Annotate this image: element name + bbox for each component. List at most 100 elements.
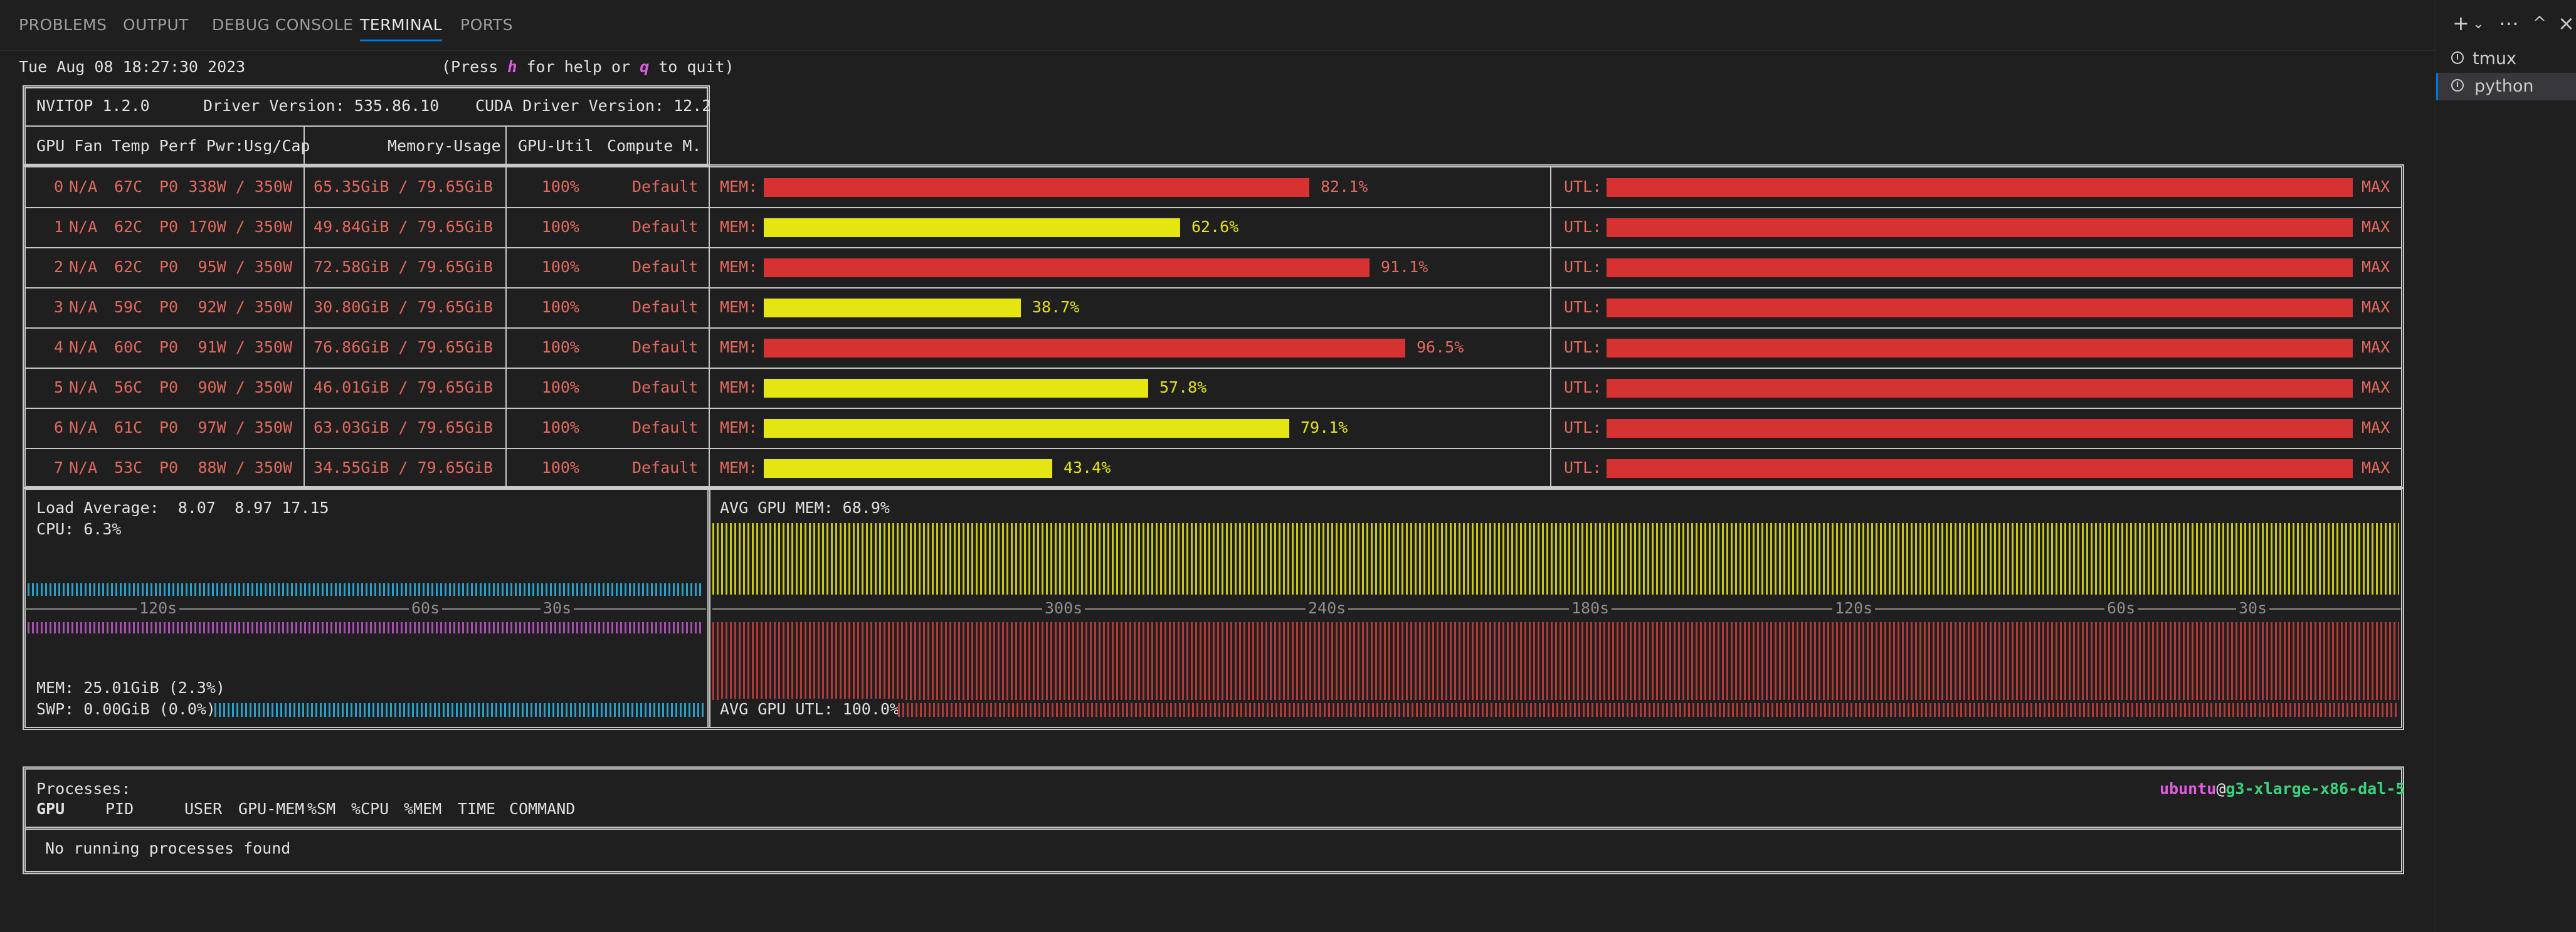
no-processes: No running processes found — [45, 839, 291, 857]
time-tick: 180s — [1569, 599, 1612, 618]
cpu-percent: CPU: 6.3% — [36, 520, 122, 538]
gpu-utl-history-graph — [712, 622, 2399, 700]
time-tick: 120s — [1832, 599, 1876, 618]
gpu-util-bar — [1607, 218, 2353, 237]
gpu-mem-bar — [764, 339, 1405, 357]
gpu-power: 95W / 350W — [198, 258, 292, 276]
processes-title: Processes: — [36, 780, 131, 798]
proc-col-mem: %MEM — [404, 800, 442, 818]
gpu-temp: 59C — [114, 298, 143, 316]
gpu-fan: N/A — [69, 378, 98, 396]
gpu-util-bar — [1607, 379, 2353, 398]
gpu-perf: P0 — [159, 258, 179, 276]
tab-problems[interactable]: PROBLEMS — [19, 16, 107, 34]
terminal-name: python — [2474, 77, 2534, 96]
proc-col-time: TIME — [458, 800, 496, 818]
proc-col-gpu-mem: GPU-MEM — [238, 800, 305, 818]
gpu-compute-mode: Default — [632, 338, 699, 356]
gpu-util-bar — [1607, 339, 2353, 357]
gpu-memory: 63.03GiB / 79.65GiB — [314, 418, 493, 437]
mem-history-graph — [28, 622, 704, 633]
gpu-id: 6 — [54, 418, 64, 437]
terminal-item-tmux[interactable]: tmux — [2436, 45, 2576, 73]
tab-terminal[interactable]: TERMINAL — [360, 0, 443, 50]
gpu-util-max: MAX — [2362, 298, 2390, 316]
tab-debug-console[interactable]: DEBUG CONSOLE — [212, 16, 354, 34]
gpu-util-bar — [1607, 178, 2353, 197]
gpu-util-max: MAX — [2362, 418, 2390, 437]
mem-label: MEM: — [720, 177, 758, 196]
gpu-temp: 67C — [114, 177, 143, 196]
maximize-icon[interactable]: ^ — [2533, 14, 2547, 33]
gpu-mem-percent: 79.1% — [1301, 418, 1348, 437]
utl-label: UTL: — [1564, 177, 1602, 196]
gpu-util-bar — [1607, 258, 2353, 277]
gpu-util-bar — [1607, 419, 2353, 438]
terminal-list-panel: + ⌄ ⋯ ^ × tmux python — [2436, 0, 2576, 932]
gpu-memory: 46.01GiB / 79.65GiB — [314, 378, 493, 396]
gpu-id: 0 — [54, 177, 64, 196]
gpu-mem-percent: 91.1% — [1381, 258, 1428, 276]
utl-label: UTL: — [1564, 458, 1602, 477]
gpu-memory: 76.86GiB / 79.65GiB — [314, 338, 493, 356]
divider — [24, 125, 708, 127]
gpu-fan: N/A — [69, 298, 98, 316]
mem-label: MEM: — [720, 258, 758, 276]
time-tick: 120s — [137, 599, 180, 618]
gpu-mem-bar — [764, 218, 1180, 237]
gpu-memory: 65.35GiB / 79.65GiB — [314, 177, 493, 196]
gpu-perf: P0 — [159, 298, 179, 316]
gpu-mem-bar — [764, 178, 1309, 197]
mem-label: MEM: — [720, 458, 758, 477]
time-tick: 60s — [409, 599, 443, 618]
username: ubuntu — [2160, 780, 2217, 798]
time-tick: 240s — [1306, 599, 1349, 618]
gpu-temp: 60C — [114, 338, 143, 356]
mem-label: MEM: — [720, 378, 758, 396]
gpu-mem-bar — [764, 299, 1021, 317]
user-host: ubuntu@g3-xlarge-x86-dal-5 — [2160, 780, 2405, 798]
more-icon[interactable]: ⋯ — [2499, 11, 2519, 35]
gpu-mem-percent: 57.8% — [1159, 378, 1207, 396]
plus-icon[interactable]: + — [2452, 11, 2469, 35]
gpu-id: 7 — [54, 458, 64, 477]
row-divider — [25, 287, 2402, 289]
gpu-compute-mode: Default — [632, 258, 699, 276]
gpu-compute-mode: Default — [632, 298, 699, 316]
help-hint: (Press h for help or q to quit) — [441, 58, 734, 76]
gpu-mem-history-graph — [712, 523, 2399, 595]
terminal-icon — [2451, 79, 2464, 92]
gpu-mem-percent: 38.7% — [1032, 298, 1080, 316]
divider — [304, 126, 305, 165]
gpu-power: 92W / 350W — [198, 298, 292, 316]
gpu-compute-mode: Default — [632, 177, 699, 196]
gpu-fan: N/A — [69, 458, 98, 477]
gpu-mem-percent: 82.1% — [1321, 177, 1368, 196]
host-swap: SWP: 0.00GiB (0.0%) — [36, 700, 216, 718]
quit-key: q — [640, 58, 650, 76]
gpu-compute-mode: Default — [632, 458, 699, 477]
terminal-icon — [2451, 51, 2464, 64]
time-tick: 30s — [2236, 599, 2270, 618]
terminal-item-python[interactable]: python — [2436, 73, 2576, 100]
gpu-util-max: MAX — [2362, 338, 2390, 356]
proc-col-cpu: %CPU — [351, 800, 389, 818]
gpu-utl-history-graph-tail — [898, 703, 2399, 717]
gpu-fan: N/A — [69, 258, 98, 276]
tab-output[interactable]: OUTPUT — [123, 16, 189, 34]
tab-ports[interactable]: PORTS — [460, 16, 513, 34]
avg-gpu-utl: AVG GPU UTL: 100.0% — [720, 699, 903, 720]
gpu-mem-percent: 43.4% — [1064, 458, 1111, 477]
mem-label: MEM: — [720, 418, 758, 437]
gpu-util: 100% — [541, 418, 579, 437]
row-divider — [25, 368, 2402, 369]
chevron-down-icon[interactable]: ⌄ — [2473, 16, 2484, 32]
gpu-util-max: MAX — [2362, 458, 2390, 477]
gpu-util-max: MAX — [2362, 258, 2390, 276]
close-icon[interactable]: × — [2558, 11, 2575, 35]
gpu-id: 1 — [54, 218, 64, 236]
cuda-version: CUDA Driver Version: 12.2 — [475, 97, 712, 115]
gpu-util: 100% — [541, 258, 579, 276]
row-divider — [25, 408, 2402, 409]
panel-tab-bar: PROBLEMS OUTPUT DEBUG CONSOLE TERMINAL P… — [0, 0, 2436, 51]
